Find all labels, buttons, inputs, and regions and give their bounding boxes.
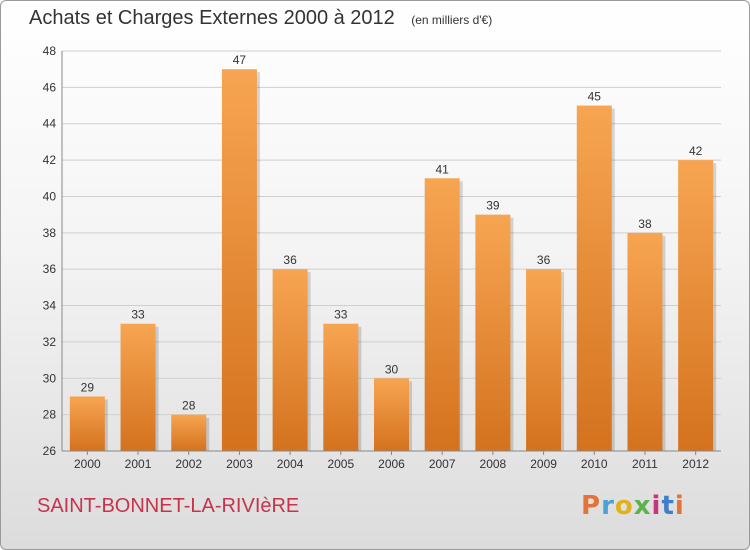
y-tick-label: 38	[43, 226, 57, 240]
bar-value-label: 47	[233, 53, 247, 67]
x-tick-label: 2009	[530, 457, 557, 471]
bar-value-label: 29	[81, 380, 95, 394]
chart-unit-note: (en milliers d'€)	[411, 13, 493, 27]
y-tick-label: 40	[43, 189, 57, 203]
bar	[576, 105, 612, 451]
x-tick-label: 2001	[125, 457, 152, 471]
chart-title: Achats et Charges Externes 2000 à 2012	[29, 7, 395, 29]
bar	[374, 378, 409, 451]
bar	[627, 232, 663, 451]
bar	[526, 269, 562, 451]
proxiti-logo[interactable]: Proxiti	[581, 491, 685, 521]
y-tick-label: 34	[43, 299, 57, 313]
x-tick-label: 2002	[175, 457, 202, 471]
logo-letter: i	[674, 491, 685, 521]
x-tick-label: 2007	[429, 457, 456, 471]
bar-value-label: 28	[182, 399, 196, 413]
y-tick-label: 42	[43, 153, 57, 167]
x-tick-label: 2011	[632, 457, 658, 471]
x-tick-label: 2005	[327, 457, 354, 471]
logo-letter: P	[581, 491, 602, 521]
y-tick-label: 36	[43, 262, 57, 276]
x-tick-label: 2006	[378, 457, 405, 471]
bar-value-label: 33	[131, 308, 145, 322]
bar	[120, 323, 156, 451]
bar-value-label: 39	[486, 199, 500, 213]
bar	[323, 323, 359, 451]
bar-value-label: 30	[385, 362, 399, 376]
x-tick-label: 2004	[277, 457, 304, 471]
axis-layer: 26 28 30 32 34 36 38 40 42 44 46 48 2000 2001 2002 2003…	[43, 44, 721, 471]
bar	[424, 178, 460, 452]
bar	[69, 396, 105, 451]
title-row: Achats et Charges Externes 2000 à 2012 (…	[29, 7, 492, 30]
x-tick-label: 2003	[226, 457, 253, 471]
bar-value-label: 41	[436, 162, 450, 176]
logo-letter: o	[614, 491, 634, 521]
y-tick-label: 32	[43, 335, 57, 349]
bar-layer: 29 33 28 47 36 33 30 41 39 36 45 38 42	[69, 53, 717, 452]
logo-letter: x	[633, 491, 652, 521]
x-tick-label: 2010	[581, 457, 608, 471]
bar-value-label: 45	[588, 90, 602, 104]
logo-letter: t	[661, 491, 675, 521]
y-tick-label: 26	[43, 444, 57, 458]
bar	[475, 214, 511, 451]
y-tick-label: 30	[43, 371, 57, 385]
x-tick-label: 2008	[480, 457, 507, 471]
y-tick-label: 48	[43, 44, 57, 58]
logo-letter: i	[651, 491, 662, 521]
logo-letter: r	[601, 491, 615, 521]
y-tick-label: 44	[43, 117, 57, 131]
y-tick-label: 46	[43, 80, 57, 94]
bar-value-label: 42	[689, 144, 703, 158]
bar-value-label: 36	[283, 253, 297, 267]
bar-value-label: 36	[537, 253, 551, 267]
place-name: SAINT-BONNET-LA-RIVIèRE	[37, 495, 300, 517]
bar-value-label: 38	[638, 217, 652, 231]
bar-value-label: 33	[334, 308, 348, 322]
bar	[678, 160, 714, 451]
bar	[272, 269, 308, 451]
y-tick-label: 28	[43, 408, 57, 422]
bar	[171, 414, 207, 451]
x-tick-label: 2012	[682, 457, 709, 471]
x-tick-label: 2000	[74, 457, 101, 471]
bar	[221, 69, 257, 451]
